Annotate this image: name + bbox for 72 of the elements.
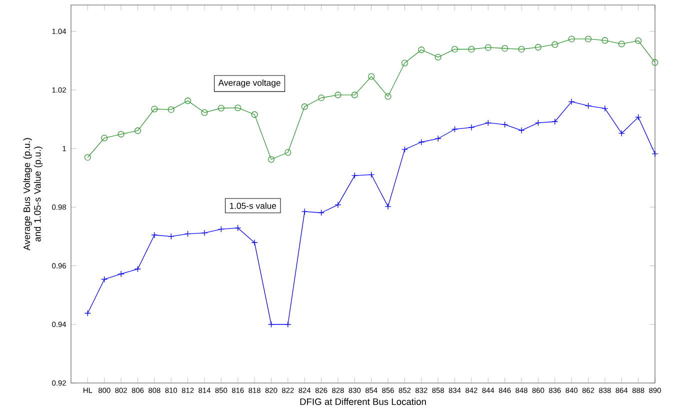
point <box>151 106 158 112</box>
point <box>184 98 192 104</box>
point <box>468 124 475 131</box>
point <box>234 224 242 232</box>
x-axis-title: DFIG at Different Bus Location <box>300 398 426 405</box>
point <box>234 104 242 112</box>
point <box>134 266 142 272</box>
point <box>168 233 174 240</box>
point <box>652 150 658 158</box>
point <box>635 37 642 44</box>
point <box>268 321 275 328</box>
point <box>384 203 392 210</box>
point <box>401 60 408 66</box>
point <box>218 226 224 232</box>
point <box>434 135 442 142</box>
point <box>452 46 458 53</box>
point <box>118 130 124 138</box>
point <box>334 202 342 208</box>
point <box>351 92 358 98</box>
point <box>118 270 124 278</box>
point <box>284 149 292 156</box>
point <box>251 239 258 246</box>
text: Average voltage <box>218 79 280 88</box>
point <box>584 36 592 42</box>
point <box>484 44 492 51</box>
point <box>201 109 208 116</box>
point <box>334 92 342 98</box>
point <box>618 40 625 48</box>
point <box>635 114 642 120</box>
point <box>534 44 542 50</box>
point <box>168 106 174 113</box>
point <box>368 171 375 178</box>
point <box>452 126 458 132</box>
point <box>502 45 508 52</box>
point <box>151 232 158 238</box>
point <box>384 93 392 100</box>
text: 1.05-s value <box>230 202 276 209</box>
point <box>418 138 425 146</box>
point <box>84 310 91 317</box>
point <box>268 156 275 163</box>
point <box>134 127 142 134</box>
point <box>184 230 192 238</box>
point <box>401 146 408 153</box>
point <box>518 46 525 53</box>
point <box>101 134 108 142</box>
point <box>251 111 258 118</box>
point <box>602 37 608 44</box>
point <box>301 103 308 110</box>
point <box>584 102 592 110</box>
point <box>468 46 475 53</box>
point <box>568 36 575 42</box>
y-axis-title: Average Bus Voltage (p.u.) and 1.05-s Value (p.u.) <box>23 138 43 250</box>
point <box>318 209 325 216</box>
point <box>652 59 658 66</box>
point <box>502 121 508 128</box>
point <box>534 120 542 126</box>
point <box>84 154 91 161</box>
point <box>201 230 208 236</box>
point <box>368 73 375 80</box>
point <box>602 105 608 112</box>
point <box>318 94 325 102</box>
point <box>518 127 525 134</box>
point <box>552 41 558 48</box>
point <box>101 276 108 283</box>
point <box>568 98 575 105</box>
point <box>618 130 625 137</box>
point <box>552 118 558 125</box>
point <box>351 172 358 179</box>
point <box>484 120 492 126</box>
point <box>418 46 425 54</box>
point <box>218 104 224 112</box>
point <box>434 54 442 60</box>
